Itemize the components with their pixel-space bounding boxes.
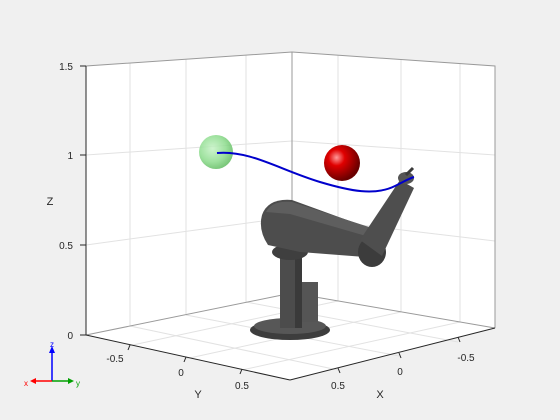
left-back-wall bbox=[86, 52, 292, 335]
triad-y-label: y bbox=[76, 379, 80, 388]
triad-x-label: x bbox=[24, 379, 28, 388]
y-axis-label: Y bbox=[194, 389, 202, 401]
robot-pedestal-shade bbox=[295, 250, 302, 328]
x-tick-label: 0 bbox=[397, 367, 403, 378]
y-tick-label: 0 bbox=[178, 368, 184, 379]
triad-z-label: z bbox=[50, 340, 54, 349]
z-axis-label: Z bbox=[47, 196, 54, 208]
x-tick-label: 0.5 bbox=[331, 381, 345, 392]
z-tick-label: 0 bbox=[67, 331, 73, 342]
orientation-triad: z x y bbox=[24, 340, 80, 388]
z-tick-label: 1.5 bbox=[59, 62, 73, 73]
y-tick-label: -0.5 bbox=[106, 354, 124, 365]
y-tick-label: 0.5 bbox=[235, 381, 249, 392]
x-tick-label: -0.5 bbox=[457, 353, 475, 364]
x-axis-label: X bbox=[376, 389, 384, 401]
goal-sphere[interactable] bbox=[324, 145, 360, 181]
z-tick-label: 0.5 bbox=[59, 241, 73, 252]
robot-side-box bbox=[302, 282, 318, 322]
z-tick-label: 1 bbox=[67, 151, 73, 162]
